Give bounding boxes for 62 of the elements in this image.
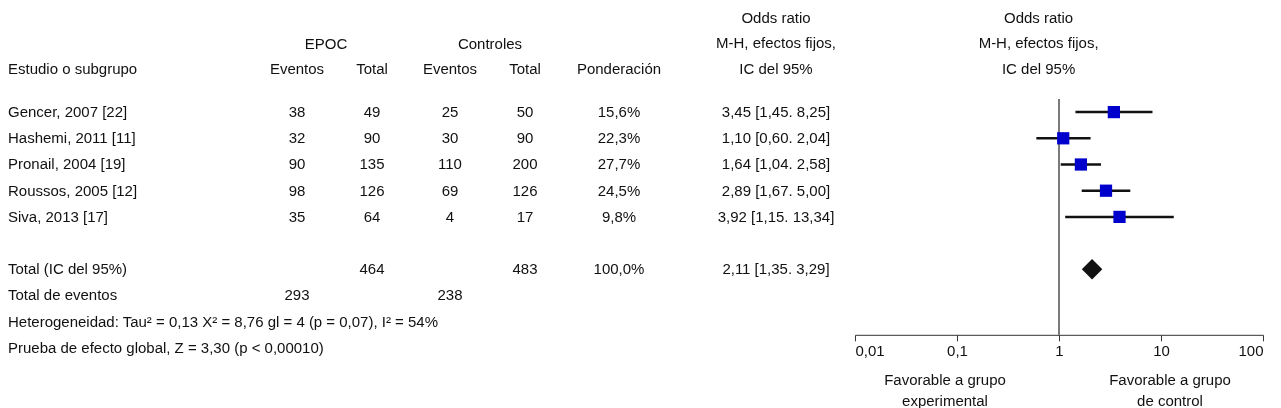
text: 293 [284, 286, 310, 304]
text: 9,8% [601, 207, 637, 225]
category-label: Roussos, 2005 [12] [8, 181, 138, 199]
text: 2,11 [1,35. 3,29] [722, 260, 830, 278]
category-label: Total de eventos [8, 286, 118, 304]
text: 27,7% [597, 155, 641, 173]
text: 69 [441, 181, 459, 199]
category-label: Hashemi, 2011 [11] [8, 129, 136, 147]
text: EPOC [304, 34, 348, 52]
category-label: Pronail, 2004 [19] [8, 155, 126, 173]
text: 126 [512, 181, 538, 199]
text: 15,6% [597, 103, 641, 121]
chart-title: Odds ratio M-H, efectos fijos, IC del 95% [978, 8, 1099, 77]
text: 90 [363, 129, 381, 147]
category-label: Total [509, 59, 541, 77]
category-label: Total [356, 59, 388, 77]
text: 17 [516, 207, 534, 225]
text: 38 [288, 103, 306, 121]
text: 35 [288, 207, 306, 225]
category-label: Gencer, 2007 [22] [8, 103, 128, 121]
x-tick-label: 0,01 [855, 342, 885, 360]
text: Prueba de efecto global, Z = 3,30 (p < 0,00010) [8, 338, 324, 356]
text: 3,92 [1,15. 13,34] [717, 207, 835, 225]
text: 30 [441, 129, 459, 147]
text: 64 [363, 207, 381, 225]
text: 483 [512, 260, 538, 278]
category-label: Siva, 2013 [17] [8, 207, 108, 225]
text: 98 [288, 181, 306, 199]
text: 50 [516, 103, 534, 121]
category-label: Odds ratio M-H, efectos fijos, IC del 95% [716, 8, 836, 77]
text: 90 [288, 155, 306, 173]
text: Heterogeneidad: Tau² = 0,13 X² = 8,76 gl = 4 (p = 0,07), I² = 54% [8, 312, 438, 330]
text: 49 [363, 103, 381, 121]
category-label: Total (IC del 95%) [8, 260, 128, 278]
text: 3,45 [1,45. 8,25] [721, 103, 831, 121]
text: 1,10 [0,60. 2,04] [721, 129, 831, 147]
text: 464 [359, 260, 385, 278]
text: 24,5% [597, 181, 641, 199]
x-tick-label: 0,1 [947, 342, 968, 360]
text: 1,64 [1,04. 2,58] [721, 155, 831, 173]
text: 2,89 [1,67. 5,00] [721, 181, 831, 199]
text: 32 [288, 129, 306, 147]
text: 135 [359, 155, 385, 173]
text: 25 [441, 103, 459, 121]
text: 4 [445, 207, 455, 225]
text: 100,0% [593, 260, 645, 278]
category-label: Eventos [422, 59, 478, 77]
text: 22,3% [597, 129, 641, 147]
text: Favorable a grupo experimental [884, 370, 1006, 408]
text: 110 [438, 155, 462, 173]
category-label: Eventos [269, 59, 325, 77]
category-label: Ponderación [576, 59, 662, 77]
category-label: Estudio o subgrupo [8, 59, 138, 77]
text: 90 [516, 129, 534, 147]
x-tick-label: 100 [1238, 342, 1264, 360]
x-tick-label: 10 [1153, 342, 1170, 360]
text: Favorable a grupo de control [1109, 370, 1231, 408]
text: 200 [512, 155, 538, 173]
text: Controles [457, 34, 523, 52]
text: 126 [359, 181, 385, 199]
x-tick-label: 1 [1055, 342, 1064, 360]
text: 238 [437, 286, 463, 304]
